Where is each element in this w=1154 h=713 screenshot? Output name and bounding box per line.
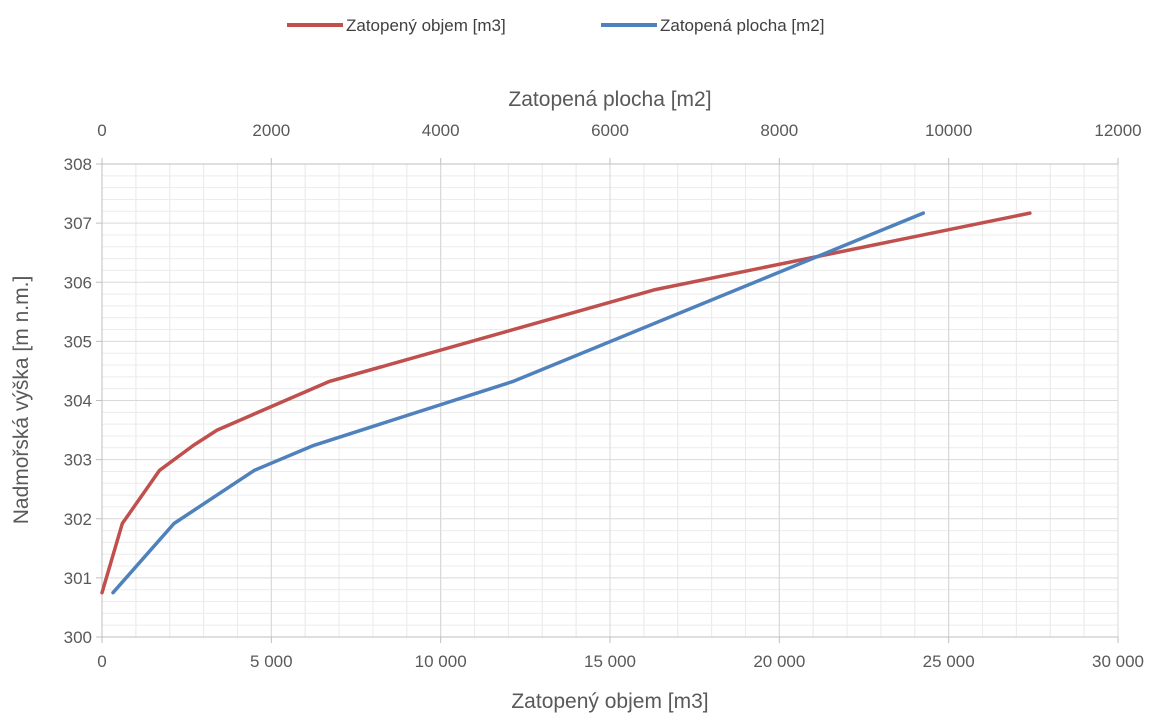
x-bottom-tick-label: 0 xyxy=(97,652,106,671)
y-tick-label: 300 xyxy=(64,628,92,647)
y-tick-label: 302 xyxy=(64,510,92,529)
x-top-tick-label: 2000 xyxy=(252,121,290,140)
bottom-axis-title: Zatopený objem [m3] xyxy=(511,690,708,713)
y-tick-label: 308 xyxy=(64,155,92,174)
x-top-tick-label: 6000 xyxy=(591,121,629,140)
x-bottom-tick-label: 10 000 xyxy=(415,652,467,671)
y-tick-label: 301 xyxy=(64,569,92,588)
x-bottom-tick-label: 30 000 xyxy=(1092,652,1144,671)
y-tick-label: 305 xyxy=(64,332,92,351)
x-top-tick-label: 12000 xyxy=(1094,121,1141,140)
legend: Zatopený objem [m3] Zatopená plocha [m2] xyxy=(287,16,824,35)
top-axis-title: Zatopená plocha [m2] xyxy=(508,88,711,111)
x-bottom-tick-label: 5 000 xyxy=(250,652,293,671)
x-top-tick-label: 0 xyxy=(97,121,106,140)
x-top-tick-label: 4000 xyxy=(422,121,460,140)
y-tick-label: 307 xyxy=(64,214,92,233)
series-line-volume xyxy=(100,211,1032,595)
series-line-area xyxy=(111,211,926,595)
x-top-tick-label: 8000 xyxy=(760,121,798,140)
x-bottom-tick-label: 20 000 xyxy=(753,652,805,671)
x-bottom-tick-label: 15 000 xyxy=(584,652,636,671)
x-bottom-tick-label: 25 000 xyxy=(923,652,975,671)
legend-label-area: Zatopená plocha [m2] xyxy=(660,16,824,35)
y-tick-label: 303 xyxy=(64,451,92,470)
axes xyxy=(96,158,1119,643)
series-layer xyxy=(100,211,1032,595)
y-tick-label: 304 xyxy=(64,392,92,411)
tick-labels: 300 301 302 303 304 305 306 307 308 0 5 000 10 000 1… xyxy=(64,121,1144,671)
x-top-tick-label: 10000 xyxy=(925,121,972,140)
legend-label-volume: Zatopený objem [m3] xyxy=(346,16,506,35)
y-axis-title: Nadmořská výška [m n.m.] xyxy=(10,276,33,525)
y-tick-label: 306 xyxy=(64,273,92,292)
